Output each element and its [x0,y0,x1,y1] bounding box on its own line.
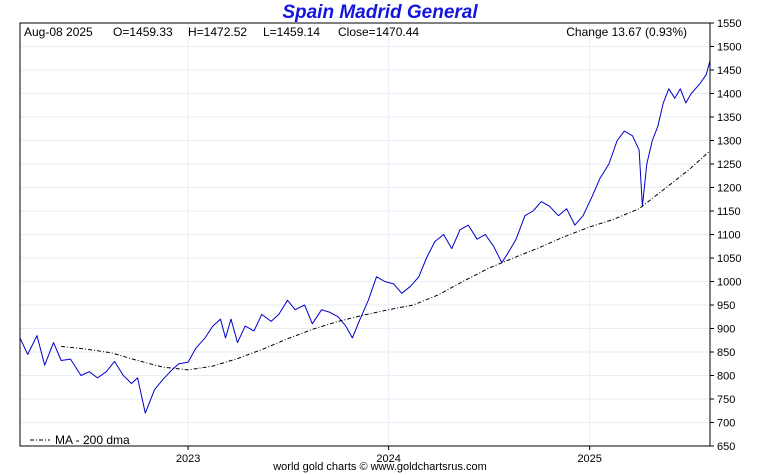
y-tick-label: 700 [717,418,735,430]
y-tick-label: 1000 [717,277,741,289]
ohlc-open: O=1459.33 [113,25,173,39]
ohlc-high: H=1472.52 [188,25,247,39]
x-tick-label: 2025 [577,453,601,465]
index-price-line [19,60,711,414]
y-tick-label: 1200 [717,183,741,195]
ohlc-close: Close=1470.44 [338,25,419,39]
y-tick-label: 1500 [717,42,741,54]
x-tick-label: 2023 [176,453,200,465]
y-tick-label: 650 [717,441,735,453]
x-tick-label: 2024 [376,453,400,465]
y-tick-label: 1050 [717,253,741,265]
y-tick-label: 750 [717,394,735,406]
legend-label: MA - 200 dma [55,433,130,447]
ohlc-low: L=1459.14 [263,25,320,39]
y-tick-label: 800 [717,371,735,383]
x-axis: 2023 2024 2025 [176,446,602,465]
ohlc-date: Aug-08 2025 [24,25,93,39]
y-tick-label: 1100 [717,230,741,242]
chart-title: Spain Madrid General [282,2,478,23]
y-tick-label: 1400 [717,89,741,101]
ma-200-line [61,150,711,371]
ohlc-change: Change 13.67 (0.93%) [566,25,687,39]
y-tick-label: 1150 [717,206,741,218]
y-tick-label: 1450 [717,65,741,77]
footer-credit: world gold charts © www.goldchartsrus.co… [273,461,487,473]
y-tick-label: 900 [717,324,735,336]
y-tick-label: 950 [717,300,735,312]
y-tick-label: 850 [717,347,735,359]
series-layer [19,60,711,414]
y-tick-label: 1350 [717,112,741,124]
y-axis: 1550 1500 1450 1400 1350 1300 1250 1200 1150 1100… [710,18,741,453]
y-tick-label: 1300 [717,136,741,148]
y-tick-label: 1550 [717,18,741,30]
y-tick-label: 1250 [717,159,741,171]
